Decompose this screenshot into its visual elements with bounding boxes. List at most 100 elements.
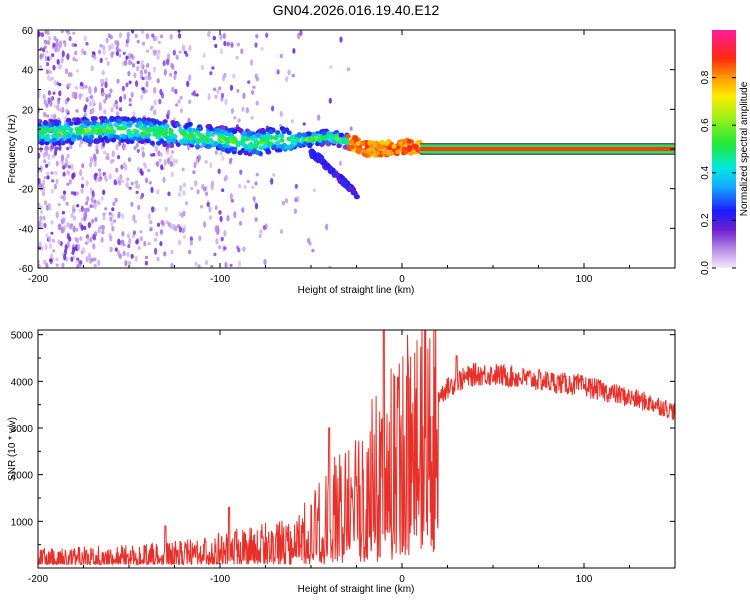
- noise-point: [294, 183, 298, 189]
- noise-point: [177, 33, 182, 39]
- noise-point: [153, 86, 157, 94]
- noise-point: [67, 222, 71, 228]
- ridge-point: [327, 136, 333, 142]
- noise-point: [118, 54, 122, 58]
- ridge-point: [325, 141, 331, 147]
- noise-point: [139, 235, 144, 242]
- noise-point: [46, 171, 50, 177]
- noise-point: [75, 227, 79, 232]
- noise-point: [52, 91, 56, 95]
- ridge-point: [220, 147, 226, 152]
- spectrogram-plot: [38, 30, 675, 268]
- noise-point: [220, 236, 224, 242]
- noise-point: [80, 224, 84, 231]
- noise-point: [147, 213, 151, 220]
- ridge-point: [178, 139, 185, 145]
- noise-point: [66, 97, 70, 102]
- noise-point: [72, 215, 76, 221]
- ridge-point: [109, 133, 115, 139]
- noise-point: [122, 51, 126, 55]
- noise-point: [218, 86, 222, 91]
- noise-point: [167, 157, 171, 165]
- noise-point: [58, 90, 62, 97]
- noise-point: [112, 103, 116, 108]
- noise-point: [44, 40, 48, 45]
- noise-point: [101, 91, 106, 96]
- ridge-point: [66, 133, 72, 139]
- noise-point: [221, 188, 225, 192]
- noise-point: [180, 212, 184, 218]
- noise-point: [50, 231, 54, 235]
- noise-point: [328, 97, 332, 104]
- noise-point: [72, 246, 76, 253]
- noise-point: [203, 186, 207, 192]
- noise-point: [124, 59, 128, 66]
- branch-point: [324, 162, 330, 168]
- noise-point: [170, 150, 175, 154]
- noise-point: [56, 99, 61, 105]
- noise-point: [134, 33, 138, 39]
- noise-point: [72, 56, 76, 62]
- ridge-point: [50, 133, 57, 139]
- noise-point: [79, 236, 83, 241]
- noise-point: [81, 163, 85, 169]
- noise-point: [146, 63, 150, 68]
- noise-point: [50, 220, 54, 225]
- noise-point: [52, 64, 56, 71]
- noise-point: [53, 183, 58, 190]
- noise-point: [228, 158, 232, 165]
- noise-point: [255, 34, 259, 39]
- noise-point: [162, 176, 166, 183]
- noise-point: [51, 179, 55, 183]
- ridge-point: [204, 137, 210, 143]
- ridge-point: [63, 123, 69, 129]
- noise-point: [91, 53, 95, 58]
- ridge-point: [119, 125, 125, 131]
- ridge-point: [138, 125, 144, 130]
- noise-point: [44, 243, 48, 251]
- noise-point: [134, 255, 138, 262]
- noise-point: [204, 191, 209, 197]
- noise-point: [254, 181, 258, 186]
- noise-point: [59, 108, 63, 112]
- ridge-point: [352, 135, 358, 141]
- noise-point: [61, 106, 65, 113]
- noise-point: [48, 236, 52, 243]
- ridge-point: [133, 131, 139, 137]
- noise-point: [163, 251, 167, 257]
- noise-point: [157, 40, 161, 45]
- noise-point: [84, 104, 88, 110]
- noise-point: [139, 168, 143, 175]
- noise-point: [168, 72, 173, 77]
- noise-point: [178, 50, 182, 54]
- y-tick-label: 20: [22, 105, 34, 116]
- noise-point: [40, 222, 44, 228]
- noise-point: [182, 190, 186, 196]
- noise-point: [121, 231, 125, 237]
- noise-point: [145, 33, 149, 40]
- noise-point: [164, 206, 168, 212]
- noise-point: [159, 241, 163, 247]
- noise-point: [149, 228, 153, 232]
- noise-point: [75, 259, 79, 263]
- noise-point: [230, 108, 234, 114]
- ridge-point: [149, 140, 155, 146]
- noise-point: [255, 172, 259, 177]
- noise-point: [198, 235, 202, 242]
- noise-point: [65, 201, 69, 206]
- noise-point: [133, 72, 137, 79]
- noise-point: [66, 241, 70, 249]
- noise-point: [95, 143, 99, 150]
- noise-point: [67, 165, 71, 169]
- branch-point: [338, 174, 344, 180]
- ridge-point: [302, 141, 308, 147]
- noise-point: [114, 40, 118, 45]
- noise-point: [117, 211, 121, 217]
- colorbar: 0.0 0.2 0.4 0.6 0.8: [700, 30, 736, 275]
- ridge-point: [77, 126, 83, 132]
- bottom-xlabel: Height of straight line (km): [298, 584, 415, 595]
- noise-point: [49, 253, 54, 259]
- ridge-point: [356, 148, 362, 153]
- ridge-point: [208, 131, 214, 137]
- noise-point: [45, 69, 50, 75]
